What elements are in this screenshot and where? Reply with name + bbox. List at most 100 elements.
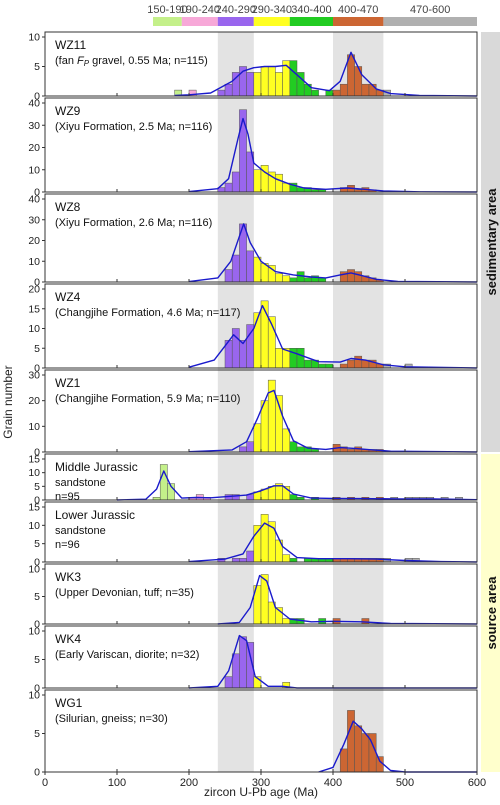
- density-curve-8: [188, 634, 477, 689]
- bar-p6-2: [239, 558, 247, 563]
- xtick-label-4: 400: [324, 777, 342, 789]
- bar-p2-3: [246, 250, 255, 283]
- bar-p0-3: [224, 83, 233, 97]
- panel-0: 0 5 10 WZ11 (fan FP gravel, 0.55 Ma; n=115): [28, 31, 478, 103]
- ytick-label-p6-3: 15: [28, 502, 40, 514]
- bar-p0-21: [361, 83, 370, 97]
- xtick-label-1: 100: [108, 777, 126, 789]
- ytick-label-p2-2: 20: [28, 235, 40, 247]
- density-curve-2: [188, 223, 478, 283]
- side-band-0: [481, 32, 500, 452]
- bar-p0-9: [267, 66, 276, 97]
- panel-3: 0 5 10 15 20 WZ4 (Changjihe Formation, 4.6 Ma;…: [28, 283, 478, 375]
- legend-swatch-400-470: [333, 17, 384, 26]
- ytick-label-p9-2: 10: [28, 690, 40, 702]
- ytick-label-p3-1: 5: [34, 343, 40, 355]
- bar-p5-1: [159, 464, 168, 501]
- bar-p1-8: [275, 173, 283, 193]
- ytick-label-p0-0: 0: [34, 91, 40, 103]
- legend-label-470-600: 470-600: [410, 4, 450, 16]
- density-curve-6: [188, 522, 478, 563]
- panel-desc-part: P: [84, 59, 90, 68]
- ytick-label-p8-1: 5: [34, 654, 40, 666]
- panel-desc-part: gravel, 0.55 Ma; n=115): [89, 55, 208, 67]
- panel-name-5: Middle Jurassic: [55, 460, 138, 474]
- bar-p6-1: [231, 558, 240, 563]
- ytick-label-p6-2: 10: [28, 520, 40, 532]
- bar-p0-7: [253, 72, 262, 97]
- ytick-label-p9-0: 0: [34, 767, 40, 779]
- bar-p2-4: [253, 256, 262, 283]
- bar-p4-1: [246, 441, 255, 453]
- ytick-label-p3-2: 10: [28, 323, 40, 335]
- ytick-label-p8-0: 0: [34, 683, 40, 695]
- panel-6: 0 5 10 15 Lower Jurassic sandstone n=96: [28, 501, 478, 569]
- legend-swatch-470-600: [383, 17, 477, 26]
- panel-desc-part: (fan: [55, 55, 77, 67]
- legend-label-400-470: 400-470: [338, 4, 378, 16]
- bar-p4-8: [296, 446, 305, 453]
- legend-swatch-150-190: [153, 17, 182, 26]
- bar-p6-3: [246, 550, 255, 563]
- bar-p0-17: [332, 89, 341, 97]
- bar-p3-10: [296, 348, 305, 369]
- bar-p2-9: [289, 277, 298, 283]
- bar-p1-2: [231, 171, 240, 193]
- panel-name-2: WZ8: [55, 200, 81, 214]
- xtick-label-2: 200: [180, 777, 198, 789]
- ytick-label-p2-0: 0: [34, 277, 40, 289]
- bar-p7-4: [282, 618, 291, 625]
- panel-desc-part: (Silurian, gneiss; n=30): [55, 713, 168, 725]
- ytick-label-p3-4: 20: [28, 284, 40, 296]
- ytick-label-p4-0: 0: [34, 447, 40, 459]
- panel-desc-part: (Upper Devonian, tuff; n=35): [55, 587, 194, 599]
- ytick-label-p8-2: 10: [28, 626, 40, 638]
- x-axis-label: zircon U-Pb age (Ma): [204, 785, 318, 799]
- ytick-label-p7-1: 5: [34, 591, 40, 603]
- x-axis: 0 100 200 300 400 500 600: [42, 772, 486, 789]
- panel-8: 0 5 10 WK4 (Early Variscan, diorite; n=32): [28, 625, 478, 695]
- panel-desc-7: (Upper Devonian, tuff; n=35): [55, 587, 194, 599]
- bar-p4-0: [239, 446, 247, 453]
- panel-2: 0 10 20 30 40 WZ8 (Xiyu Formation, 2.6 Ma; n=1…: [28, 193, 478, 289]
- legend-swatch-340-400: [289, 17, 333, 26]
- bar-p6-9: [289, 558, 298, 563]
- panel-desc-part: (Early Variscan, diorite; n=32): [55, 649, 199, 661]
- density-curve-5: [116, 470, 478, 501]
- bar-p8-1: [231, 653, 240, 689]
- panel-name-1: WZ9: [55, 104, 81, 118]
- density-curve-9: [318, 720, 477, 773]
- panel-desc-6: sandstone: [55, 525, 106, 537]
- ytick-label-p5-0: 0: [34, 495, 40, 507]
- density-curve-7: [217, 574, 478, 625]
- ytick-label-p2-3: 30: [28, 214, 40, 226]
- xtick-label-0: 0: [42, 777, 48, 789]
- panel-desc2-6: n=96: [55, 539, 80, 551]
- bar-p2-0: [224, 269, 233, 283]
- bar-p0-2: [217, 89, 226, 97]
- density-curve-4: [188, 389, 478, 453]
- bar-p2-16: [354, 271, 363, 283]
- panel-name-9: WG1: [55, 696, 83, 710]
- legend-swatch-190-240: [181, 17, 218, 26]
- panel-desc-part: (Changjihe Formation, 5.9 Ma; n=110): [55, 393, 240, 405]
- bar-p3-16: [347, 359, 355, 369]
- bar-p0-10: [275, 72, 283, 97]
- ytick-label-p1-0: 0: [34, 187, 40, 199]
- bar-p6-8: [282, 554, 291, 563]
- panel-name-7: WK3: [55, 570, 81, 584]
- y-axis-label: Grain number: [1, 365, 15, 438]
- ytick-label-p1-1: 10: [28, 164, 40, 176]
- bar-p1-5: [253, 169, 262, 193]
- panel-1: 0 10 20 30 40 WZ9 (Xiyu Formation, 2.5 Ma; n=1…: [28, 97, 478, 199]
- panel-desc-8: (Early Variscan, diorite; n=32): [55, 649, 199, 661]
- bar-p4-6: [282, 428, 291, 453]
- legend-label-290-340: 290-340: [252, 4, 292, 16]
- ytick-label-p2-4: 40: [28, 194, 40, 206]
- legend-label-190-240: 190-240: [180, 4, 220, 16]
- ytick-label-p5-1: 5: [34, 481, 40, 493]
- bar-p5-14: [289, 494, 298, 501]
